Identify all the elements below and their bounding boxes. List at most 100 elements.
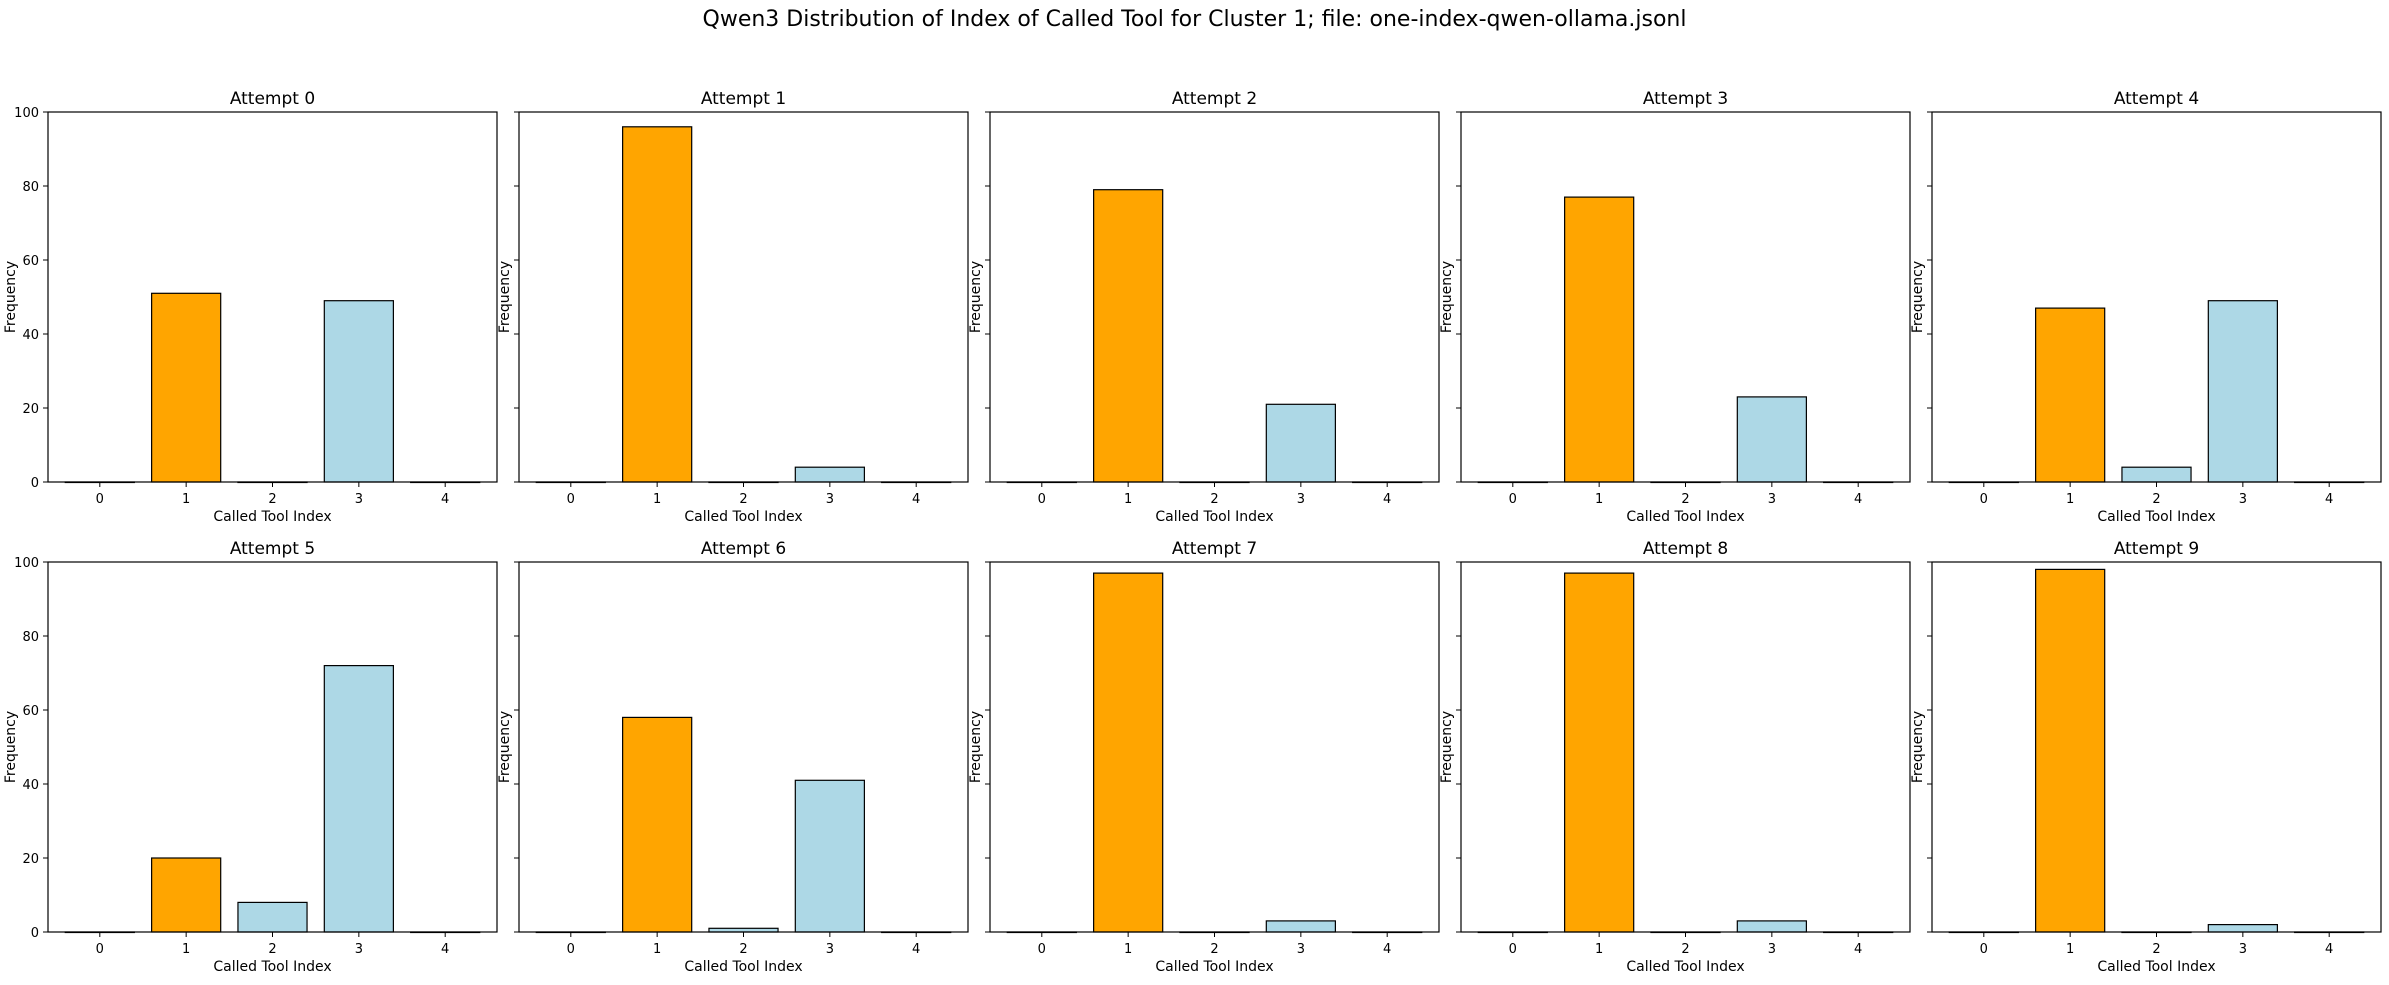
x-tick-label: 4 xyxy=(1854,492,1862,507)
x-axis-label: Called Tool Index xyxy=(1155,959,1273,975)
x-axis-label: Called Tool Index xyxy=(213,959,331,975)
bar-index-2 xyxy=(2121,466,2192,483)
x-tick-label: 1 xyxy=(1124,492,1132,507)
bar-index-1 xyxy=(2035,307,2106,483)
y-axis-label: Frequency xyxy=(968,261,984,333)
bar-index-3 xyxy=(1265,920,1336,933)
y-tick-label: 20 xyxy=(22,402,39,417)
subplot-title: Attempt 8 xyxy=(1643,539,1728,559)
bar-index-3 xyxy=(1736,920,1807,933)
y-axis-label: Frequency xyxy=(3,711,19,783)
subplot-attempt-4: 0 1 2 3 4 Attempt 4 Called Tool Index Frequency xyxy=(1910,89,2382,525)
y-axis-label: Frequency xyxy=(1439,711,1455,783)
x-tick-label: 2 xyxy=(1210,492,1218,507)
subplot-title: Attempt 7 xyxy=(1172,539,1257,559)
x-tick-label: 4 xyxy=(441,492,449,507)
x-tick-label: 1 xyxy=(2066,942,2074,957)
subplot-title: Attempt 4 xyxy=(2114,89,2199,109)
x-tick-label: 0 xyxy=(1980,492,1988,507)
x-tick-label: 3 xyxy=(355,492,363,507)
x-tick-label: 1 xyxy=(653,492,661,507)
x-tick-label: 2 xyxy=(268,492,276,507)
subplot-title: Attempt 2 xyxy=(1172,89,1257,109)
subplot-attempt-1: 0 1 2 3 4 Attempt 1 Called Tool Index Frequency xyxy=(497,89,969,525)
y-tick-label: 100 xyxy=(14,106,39,121)
bar-index-3 xyxy=(323,664,394,933)
x-tick-label: 0 xyxy=(1509,492,1517,507)
y-tick-label: 60 xyxy=(22,704,39,719)
y-tick-label: 80 xyxy=(22,630,39,645)
bar-index-3 xyxy=(1736,396,1807,483)
x-tick-label: 1 xyxy=(653,942,661,957)
bar-index-1 xyxy=(1564,572,1635,933)
x-tick-label: 3 xyxy=(1297,942,1305,957)
subplot-title: Attempt 6 xyxy=(701,539,786,559)
y-tick-label: 40 xyxy=(22,328,39,343)
y-tick-label: 0 xyxy=(31,926,39,941)
x-tick-label: 2 xyxy=(1681,942,1689,957)
y-axis-label: Frequency xyxy=(497,261,513,333)
x-tick-label: 4 xyxy=(1854,942,1862,957)
x-tick-label: 3 xyxy=(1297,492,1305,507)
subplot-title: Attempt 9 xyxy=(2114,539,2199,559)
x-tick-label: 1 xyxy=(1595,492,1603,507)
bar-index-1 xyxy=(622,716,693,933)
x-tick-label: 0 xyxy=(1509,942,1517,957)
x-tick-label: 0 xyxy=(1980,942,1988,957)
y-axis-label: Frequency xyxy=(968,711,984,783)
y-axis-label: Frequency xyxy=(497,711,513,783)
x-axis-label: Called Tool Index xyxy=(213,509,331,525)
x-axis-label: Called Tool Index xyxy=(1626,509,1744,525)
bar-index-1 xyxy=(1564,196,1635,483)
bar-index-1 xyxy=(622,126,693,483)
x-tick-label: 0 xyxy=(1038,942,1046,957)
x-tick-label: 0 xyxy=(567,492,575,507)
x-tick-label: 0 xyxy=(1038,492,1046,507)
subplot-title: Attempt 1 xyxy=(701,89,786,109)
subplot-title: Attempt 5 xyxy=(230,539,315,559)
bar-index-3 xyxy=(323,300,394,483)
bar-index-3 xyxy=(2207,300,2278,483)
bar-index-3 xyxy=(1265,403,1336,483)
bar-index-2 xyxy=(237,901,308,933)
bar-index-1 xyxy=(2035,568,2106,933)
bar-index-3 xyxy=(794,466,865,483)
y-axis-label: Frequency xyxy=(1910,711,1926,783)
x-tick-label: 3 xyxy=(826,942,834,957)
x-tick-label: 2 xyxy=(268,942,276,957)
subplot-attempt-8: 0 1 2 3 4 Attempt 8 Called Tool Index Frequency xyxy=(1439,539,1911,975)
y-tick-label: 80 xyxy=(22,180,39,195)
x-tick-label: 0 xyxy=(567,942,575,957)
subplot-title: Attempt 3 xyxy=(1643,89,1728,109)
bar-index-1 xyxy=(1093,189,1164,483)
subplot-attempt-7: 0 1 2 3 4 Attempt 7 Called Tool Index Frequency xyxy=(968,539,1440,975)
subplot-title: Attempt 0 xyxy=(230,89,315,109)
x-tick-label: 3 xyxy=(1768,492,1776,507)
y-tick-label: 60 xyxy=(22,254,39,269)
bar-index-1 xyxy=(151,292,222,483)
subplot-attempt-9: 0 1 2 3 4 Attempt 9 Called Tool Index Frequency xyxy=(1910,539,2382,975)
bar-index-1 xyxy=(151,857,222,933)
y-tick-label: 20 xyxy=(22,852,39,867)
x-axis-label: Called Tool Index xyxy=(1626,959,1744,975)
x-tick-label: 4 xyxy=(2325,492,2333,507)
x-tick-label: 2 xyxy=(2152,492,2160,507)
x-tick-label: 2 xyxy=(739,492,747,507)
x-tick-label: 0 xyxy=(96,492,104,507)
x-tick-label: 2 xyxy=(1210,942,1218,957)
subplot-attempt-2: 0 1 2 3 4 Attempt 2 Called Tool Index Frequency xyxy=(968,89,1440,525)
x-tick-label: 1 xyxy=(182,942,190,957)
x-tick-label: 4 xyxy=(1383,492,1391,507)
subplot-attempt-3: 0 1 2 3 4 Attempt 3 Called Tool Index Frequency xyxy=(1439,89,1911,525)
bar-index-3 xyxy=(2207,923,2278,933)
x-tick-label: 2 xyxy=(1681,492,1689,507)
y-tick-label: 100 xyxy=(14,556,39,571)
x-tick-label: 4 xyxy=(2325,942,2333,957)
bar-index-1 xyxy=(1093,572,1164,933)
x-tick-label: 3 xyxy=(826,492,834,507)
